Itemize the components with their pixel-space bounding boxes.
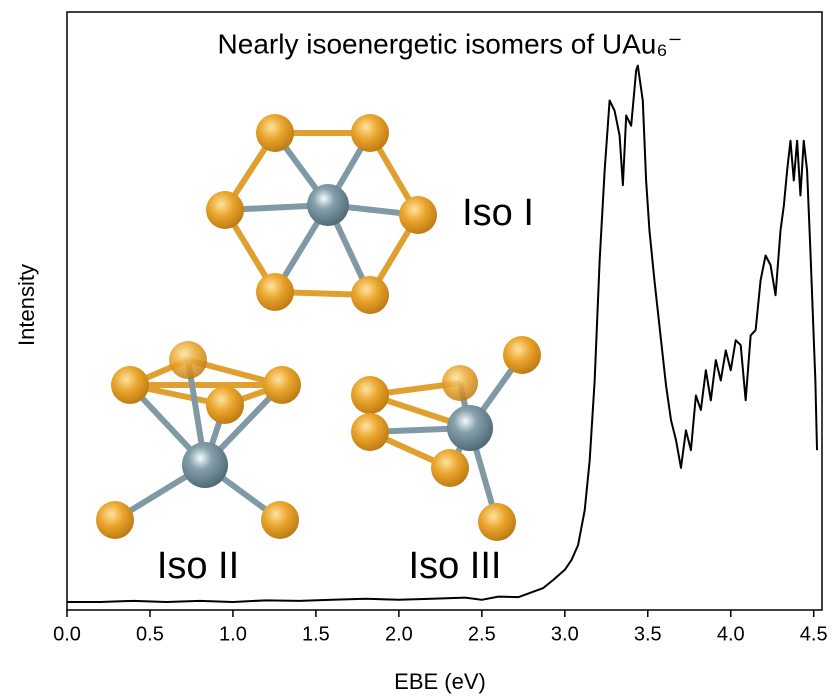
plot-frame bbox=[67, 12, 822, 610]
x-tick-label: 3.0 bbox=[551, 623, 579, 645]
annotation: Iso III bbox=[409, 545, 502, 587]
chart: Nearly isoenergetic isomers of UAu₆⁻ Iso… bbox=[0, 0, 835, 700]
x-tick-label: 3.5 bbox=[634, 623, 662, 645]
x-tick-label: 1.0 bbox=[219, 623, 247, 645]
chart-title: Nearly isoenergetic isomers of UAu₆⁻ bbox=[218, 28, 683, 59]
y-axis-label: Intensity bbox=[14, 264, 39, 346]
x-tick-label: 0.0 bbox=[53, 623, 81, 645]
molecule-iso-1 bbox=[206, 114, 437, 314]
x-tick-label: 4.0 bbox=[717, 623, 745, 645]
annotation: Iso I bbox=[462, 192, 534, 234]
spectrum-line bbox=[67, 66, 817, 602]
molecule-iso-3 bbox=[351, 336, 541, 541]
x-tick-label: 2.0 bbox=[385, 623, 413, 645]
annotation: Iso II bbox=[157, 545, 239, 587]
molecule-iso-2 bbox=[96, 341, 301, 539]
x-tick-label: 4.5 bbox=[800, 623, 828, 645]
isomer-structures bbox=[96, 114, 541, 541]
x-tick-label: 2.5 bbox=[468, 623, 496, 645]
x-tick-label: 1.5 bbox=[302, 623, 330, 645]
x-tick-label: 0.5 bbox=[136, 623, 164, 645]
x-axis-label: EBE (eV) bbox=[394, 669, 486, 694]
